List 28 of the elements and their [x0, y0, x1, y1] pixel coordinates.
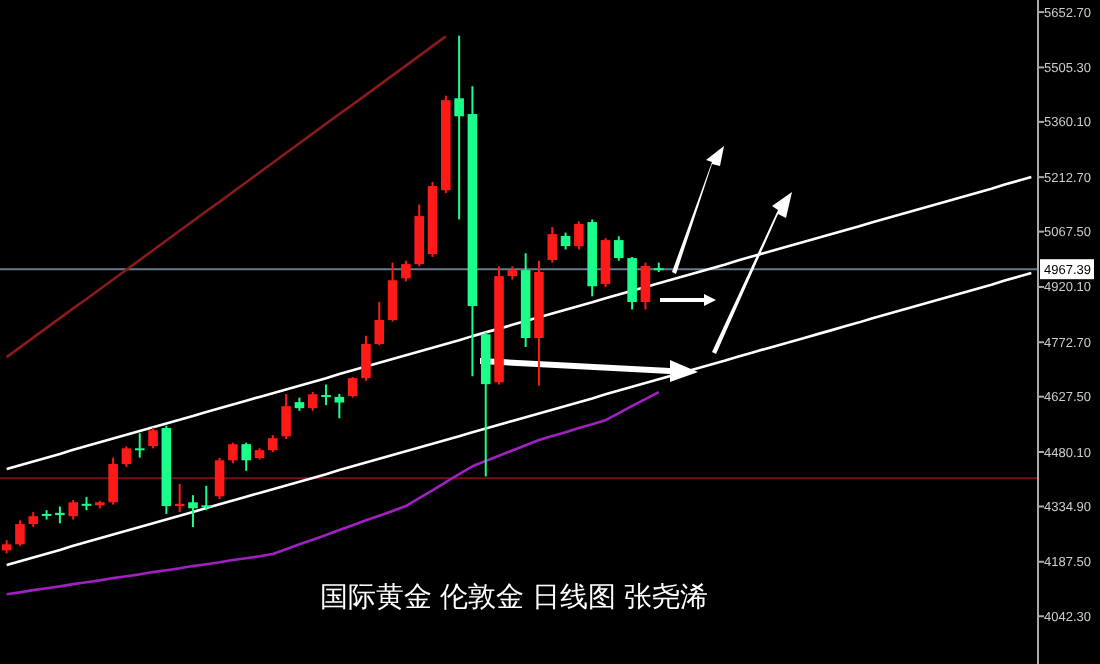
candlestick [241, 441, 251, 472]
candlestick [228, 441, 238, 465]
candlestick [387, 261, 398, 323]
candlestick [374, 300, 385, 347]
candlestick [214, 456, 225, 500]
candlestick [614, 235, 624, 262]
candlestick [108, 456, 118, 506]
candlestick [307, 391, 318, 412]
candlestick [121, 445, 132, 469]
candlestick [134, 432, 145, 459]
candlestick [148, 426, 158, 450]
candlestick [321, 383, 331, 407]
candlestick [15, 519, 25, 547]
candlestick [334, 392, 345, 420]
candlestick [574, 220, 584, 251]
candlestick [361, 334, 371, 382]
candlestick [640, 261, 651, 311]
candlestick [547, 225, 558, 264]
candlestick [68, 499, 78, 521]
candlestick [347, 376, 358, 399]
line-series [5, 35, 448, 359]
candlestick [627, 255, 637, 311]
candlestick [281, 392, 291, 440]
text: 国际黄金 伦敦金 日线图 张尧浠 [320, 580, 708, 612]
candlestick [454, 34, 464, 221]
candlestick [401, 259, 411, 283]
candlestick [600, 237, 611, 288]
line-series [5, 271, 1033, 567]
